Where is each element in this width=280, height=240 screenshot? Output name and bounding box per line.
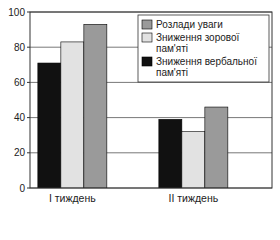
bar <box>38 63 61 188</box>
legend-line: пам'яті <box>156 67 188 78</box>
legend-swatch <box>142 57 152 66</box>
legend: Розлади увагиЗниження зоровоїпам'ятіЗниж… <box>138 15 269 82</box>
legend-label: Зниження зоровоїпам'яті <box>156 32 240 54</box>
legend-line: Розлади уваги <box>156 19 223 30</box>
page: {"chart_data": {"type": "bar", "categori… <box>0 0 280 240</box>
legend-line: Зниження вербальної <box>156 56 257 67</box>
legend-line: Зниження зорової <box>156 32 240 43</box>
y-tick-label: 80 <box>14 42 26 53</box>
legend-line: пам'яті <box>156 43 188 54</box>
y-tick-label: 40 <box>14 112 26 123</box>
legend-label: Зниження вербальноїпам'яті <box>156 56 257 78</box>
bar <box>84 24 107 188</box>
legend-box <box>138 15 269 82</box>
y-tick-label: 0 <box>19 183 25 194</box>
bar <box>182 132 205 188</box>
bar <box>61 42 84 188</box>
x-tick-label: II тиждень <box>169 192 219 204</box>
y-tick-label: 20 <box>14 147 26 158</box>
legend-swatch <box>142 20 152 29</box>
bar <box>159 119 182 188</box>
legend-label: Розлади уваги <box>156 19 223 30</box>
bar <box>205 107 228 188</box>
y-tick-label: 100 <box>8 7 25 18</box>
legend-swatch <box>142 33 152 42</box>
y-tick-label: 60 <box>14 77 26 88</box>
chart: 0 20 40 60 80 100 I тиждень II тиждень Розлади у… <box>0 0 280 240</box>
x-tick-label: I тиждень <box>49 192 96 204</box>
plot-frame <box>30 12 272 188</box>
